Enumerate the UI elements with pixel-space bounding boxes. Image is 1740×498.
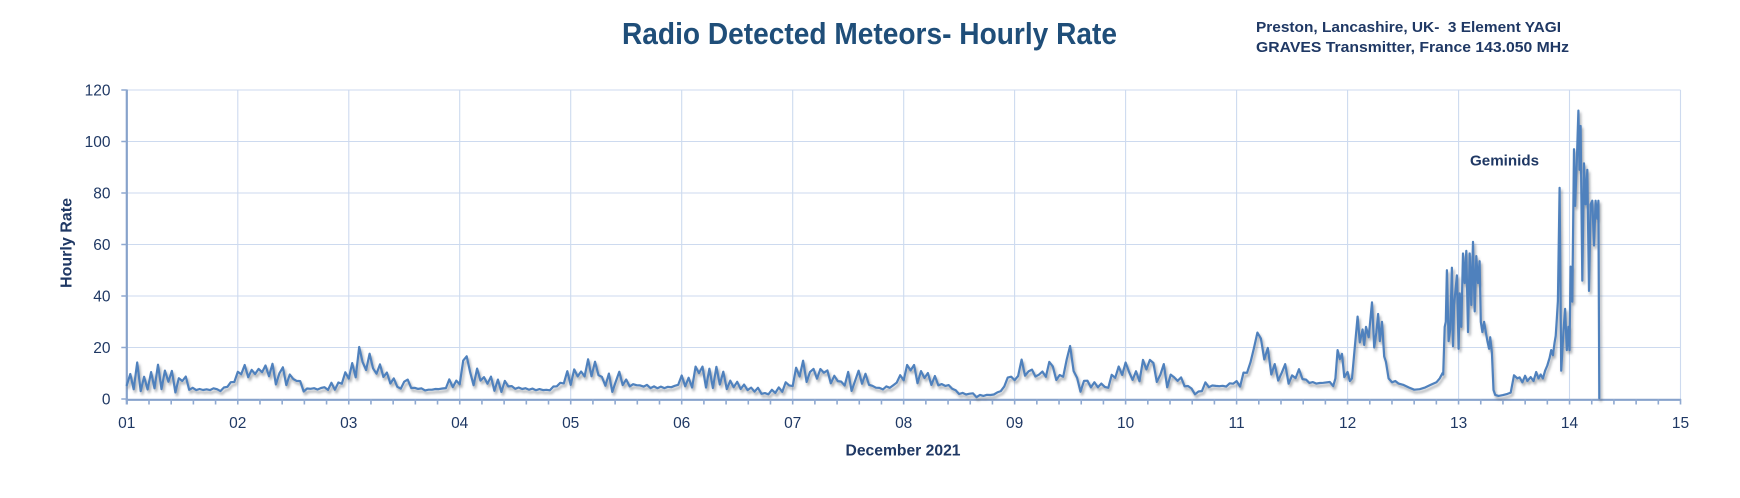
svg-text:08: 08 [895, 415, 912, 432]
svg-text:Hourly Rate: Hourly Rate [59, 198, 76, 288]
svg-text:GRAVES Transmitter, France 143: GRAVES Transmitter, France 143.050 MHz [1256, 39, 1569, 56]
svg-text:Preston, Lancashire, UK- 3 El: Preston, Lancashire, UK- 3 Element YAGI [1256, 19, 1561, 36]
svg-text:13: 13 [1450, 415, 1467, 432]
svg-text:03: 03 [340, 415, 357, 432]
svg-text:120: 120 [85, 83, 111, 100]
svg-text:12: 12 [1339, 415, 1356, 432]
svg-text:14: 14 [1561, 415, 1579, 432]
svg-text:20: 20 [93, 340, 111, 357]
svg-text:04: 04 [451, 415, 469, 432]
svg-text:05: 05 [562, 415, 579, 432]
svg-text:Radio Detected Meteors- Hourly: Radio Detected Meteors- Hourly Rate [622, 16, 1117, 51]
svg-text:80: 80 [93, 186, 111, 203]
svg-text:07: 07 [784, 415, 801, 432]
svg-text:01: 01 [118, 415, 135, 432]
svg-text:December 2021: December 2021 [846, 443, 961, 460]
svg-text:0: 0 [102, 392, 111, 409]
svg-text:100: 100 [85, 134, 111, 151]
svg-text:Geminids: Geminids [1470, 153, 1539, 170]
svg-text:10: 10 [1117, 415, 1135, 432]
svg-text:60: 60 [93, 237, 111, 254]
svg-text:09: 09 [1006, 415, 1023, 432]
svg-text:11: 11 [1229, 415, 1245, 432]
svg-text:02: 02 [229, 415, 246, 432]
svg-text:06: 06 [673, 415, 690, 432]
svg-text:40: 40 [93, 289, 111, 306]
svg-text:15: 15 [1672, 415, 1689, 432]
